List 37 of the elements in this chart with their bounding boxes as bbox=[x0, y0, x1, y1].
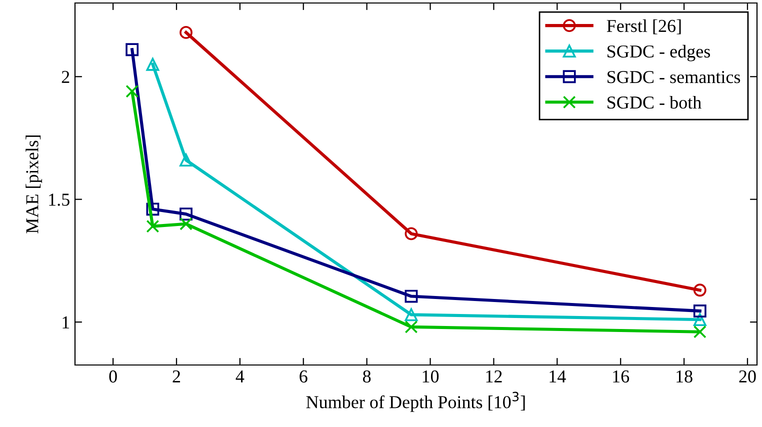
point bbox=[146, 202, 160, 216]
point bbox=[180, 208, 192, 221]
x-tick-label: 18 bbox=[676, 370, 692, 383]
point bbox=[693, 325, 706, 338]
point bbox=[146, 220, 160, 233]
point bbox=[180, 217, 192, 230]
y-tick-label: 1.5 bbox=[49, 194, 70, 206]
x-tick-label: 0 bbox=[109, 370, 117, 383]
x-tick-label: 2 bbox=[172, 370, 180, 382]
y-tick-label: 2 bbox=[62, 70, 70, 83]
point bbox=[693, 313, 706, 326]
point bbox=[693, 304, 706, 318]
x-tick-label: 8 bbox=[363, 370, 371, 383]
point bbox=[404, 308, 418, 322]
point bbox=[180, 26, 192, 39]
legend-label: SGDC - edges bbox=[608, 44, 710, 62]
legend-label: SGDC - both bbox=[608, 96, 702, 109]
point bbox=[146, 58, 160, 71]
point bbox=[404, 290, 418, 303]
legend-label: Ferstl [26] bbox=[606, 19, 681, 34]
x-axis-title: Number of Depth Points [10$^{3}$] bbox=[306, 392, 525, 412]
x-tick-label: 12 bbox=[486, 370, 502, 382]
x-tick-label: 16 bbox=[613, 370, 630, 383]
point bbox=[126, 84, 139, 98]
x-tick-label: 20 bbox=[739, 370, 756, 383]
point bbox=[404, 227, 418, 240]
legend-label: SGDC - semantics bbox=[608, 71, 740, 84]
point bbox=[126, 43, 139, 56]
y-axis-title: MAE [pixels] bbox=[26, 135, 42, 234]
x-tick-label: 10 bbox=[422, 370, 439, 383]
x-tick-label: 6 bbox=[300, 370, 308, 383]
point bbox=[693, 284, 706, 297]
y-tick-label: 1 bbox=[62, 316, 70, 328]
point bbox=[180, 154, 192, 167]
x-tick-label: 14 bbox=[550, 370, 566, 382]
point bbox=[404, 320, 418, 334]
x-tick-label: 4 bbox=[236, 370, 244, 382]
